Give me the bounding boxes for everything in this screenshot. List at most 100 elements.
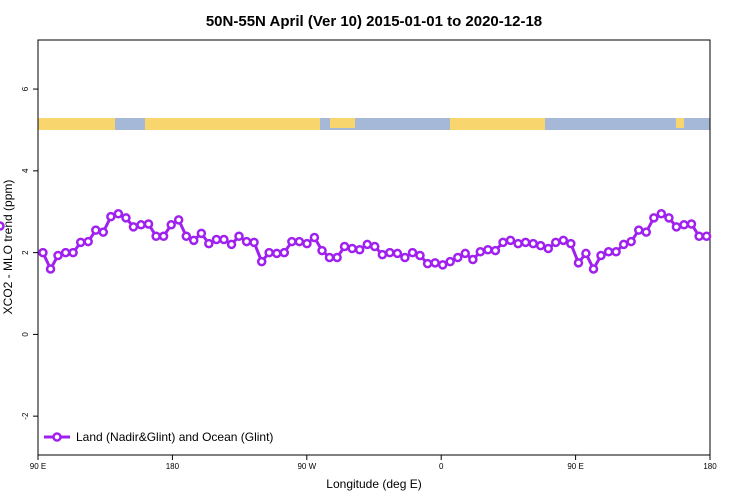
point xyxy=(460,248,470,259)
x-tick-label: 90 E xyxy=(567,462,583,471)
point xyxy=(626,236,636,247)
point xyxy=(347,243,357,254)
chart-title: 50N-55N April (Ver 10) 2015-01-01 to 202… xyxy=(206,13,542,30)
point xyxy=(234,231,244,242)
point xyxy=(249,237,259,248)
point xyxy=(694,231,704,242)
point xyxy=(226,239,237,250)
point xyxy=(317,245,327,256)
point xyxy=(437,260,448,270)
point xyxy=(385,247,395,258)
point xyxy=(264,247,274,258)
point xyxy=(611,247,621,257)
point xyxy=(498,237,508,248)
point xyxy=(294,236,305,247)
point xyxy=(596,250,606,261)
point xyxy=(158,231,169,242)
point xyxy=(369,241,380,252)
point xyxy=(91,225,101,235)
point xyxy=(98,227,109,237)
point xyxy=(53,250,63,261)
point xyxy=(664,213,674,223)
point xyxy=(121,213,131,223)
x-axis-label: Longitude (deg E) xyxy=(326,477,421,491)
point xyxy=(106,211,116,222)
point xyxy=(430,258,440,268)
y-tick-label: 6 xyxy=(21,86,30,91)
point xyxy=(543,243,554,254)
point xyxy=(649,213,659,223)
point xyxy=(60,247,71,258)
point xyxy=(38,247,48,258)
point xyxy=(324,252,335,263)
point xyxy=(558,235,569,246)
point xyxy=(256,256,267,267)
point xyxy=(166,220,176,230)
point xyxy=(686,219,697,229)
point xyxy=(136,220,146,230)
point xyxy=(535,240,546,251)
y-axis-label: XCO2 - MLO trend (ppm) xyxy=(1,180,15,315)
point xyxy=(302,238,312,249)
point xyxy=(309,232,320,243)
y-tick-label: 2 xyxy=(21,250,30,255)
point xyxy=(287,236,297,247)
x-tick-label: 180 xyxy=(703,462,717,471)
point xyxy=(513,238,523,249)
point xyxy=(415,250,425,261)
point xyxy=(679,220,689,230)
point xyxy=(272,248,282,259)
point xyxy=(550,237,561,248)
point xyxy=(656,209,667,219)
point xyxy=(475,247,486,257)
point xyxy=(362,239,373,250)
point xyxy=(354,244,365,255)
point xyxy=(407,247,418,258)
point xyxy=(181,231,192,242)
point xyxy=(204,238,214,249)
plot-frame xyxy=(37,39,711,456)
point xyxy=(701,231,712,242)
point xyxy=(45,264,56,274)
y-tick-label: 0 xyxy=(21,332,30,337)
y-tick-label: 4 xyxy=(21,168,30,173)
point xyxy=(173,215,184,225)
point xyxy=(113,209,124,219)
point xyxy=(339,241,350,252)
point xyxy=(634,225,644,235)
point xyxy=(588,264,599,274)
point xyxy=(219,234,229,245)
point xyxy=(189,235,199,246)
point xyxy=(603,247,614,257)
point xyxy=(490,245,501,256)
point xyxy=(0,221,5,231)
x-tick-label: 90 E xyxy=(30,462,46,471)
point xyxy=(400,252,410,263)
point xyxy=(377,249,388,260)
point xyxy=(505,235,516,246)
point xyxy=(566,238,576,249)
point xyxy=(641,227,651,237)
x-tick-label: 180 xyxy=(166,462,180,471)
point xyxy=(573,258,584,268)
point xyxy=(68,247,78,258)
point xyxy=(528,238,538,249)
land-ocean-band xyxy=(38,118,710,130)
point xyxy=(151,231,161,242)
point xyxy=(211,234,222,245)
point xyxy=(618,239,629,250)
point xyxy=(196,228,207,239)
legend-marker xyxy=(52,432,62,442)
point xyxy=(422,258,433,269)
point xyxy=(581,248,591,259)
x-tick-label: 90 W xyxy=(297,462,316,471)
point xyxy=(445,256,455,267)
point xyxy=(671,222,682,232)
x-tick-label: 0 xyxy=(439,462,444,471)
legend-label: Land (Nadir&Glint) and Ocean (Glint) xyxy=(76,430,273,444)
point xyxy=(520,237,531,248)
point xyxy=(143,219,154,229)
point xyxy=(332,252,342,263)
point xyxy=(75,237,86,248)
